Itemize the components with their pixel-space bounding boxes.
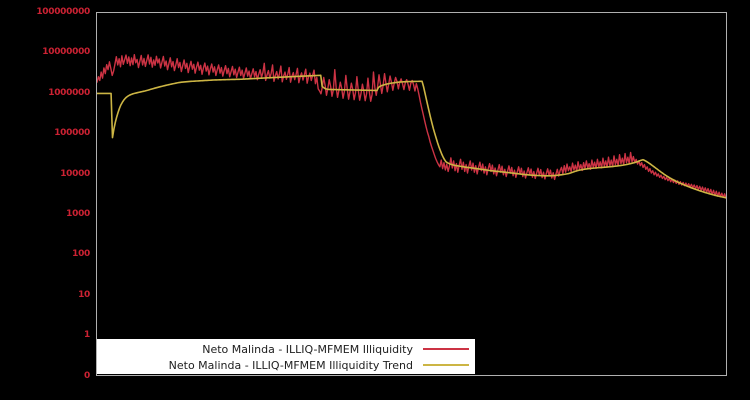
y-tick-label: 1000000 [48,87,90,98]
series-line-illiquidity-trend [97,74,726,199]
y-tick-label: 100 [72,249,90,260]
y-tick-label: 10000 [60,168,90,179]
y-tick-label: 10 [78,289,90,300]
series-line-illiquidity [97,53,726,199]
legend-swatch-illiquidity-trend [423,364,469,366]
legend-label-illiquidity-trend: Neto Malinda - ILLIQ-MFMEM Illiquidity T… [168,358,413,372]
y-tick-label: 100000 [54,128,90,139]
y-tick-label: 1000 [66,209,90,219]
legend-label-illiquidity: Neto Malinda - ILLIQ-MFMEM Illiquidity [202,342,413,356]
legend-swatch-illiquidity [423,348,469,350]
y-axis-tick-labels: 100000000 10000000 1000000 100000 10000 1000 1… [0,0,90,400]
y-tick-label: 10000000 [42,47,90,58]
legend-entry-illiquidity: Neto Malinda - ILLIQ-MFMEM Illiquidity [97,341,475,357]
plot-area [96,12,727,376]
legend-entry-illiquidity-trend: Neto Malinda - ILLIQ-MFMEM Illiquidity T… [97,357,475,373]
y-tick-label: 1 [84,330,90,341]
series-canvas [97,53,726,199]
y-tick-label: 100000000 [36,7,90,17]
chart-legend: Neto Malinda - ILLIQ-MFMEM Illiquidity N… [97,339,475,374]
y-tick-label: 0 [84,370,90,381]
